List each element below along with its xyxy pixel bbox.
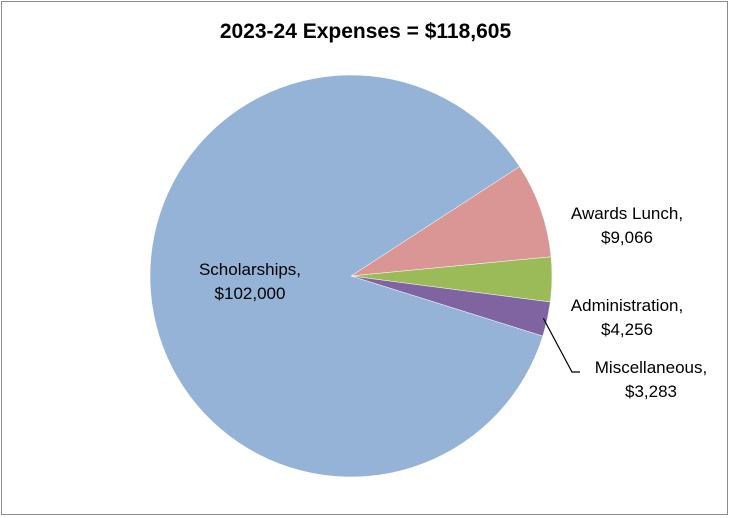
- slice-label-category: Administration,: [570, 296, 684, 315]
- slice-label-category: Miscellaneous,: [594, 358, 708, 377]
- chart-title: 2023-24 Expenses = $118,605: [219, 20, 512, 43]
- slice-label-category: Scholarships,: [198, 260, 302, 279]
- slice-awards-lunch: [350, 166, 552, 277]
- slice-label-category: Awards Lunch,: [570, 204, 684, 223]
- slice-label-scholarships: Scholarships, $102,000: [180, 258, 320, 306]
- slice-label-value: $9,066: [601, 228, 653, 247]
- slice-label-value: $4,256: [601, 320, 653, 339]
- slice-label-awards-lunch: Awards Lunch, $9,066: [552, 202, 702, 250]
- slice-label-administration: Administration, $4,256: [547, 294, 707, 342]
- slice-scholarships: [149, 74, 544, 478]
- leader-line-miscellaneous: [542, 318, 580, 373]
- slice-label-value: $102,000: [214, 284, 286, 303]
- slice-label-miscellaneous: Miscellaneous, $3,283: [576, 356, 726, 404]
- slice-label-value: $3,283: [625, 382, 677, 401]
